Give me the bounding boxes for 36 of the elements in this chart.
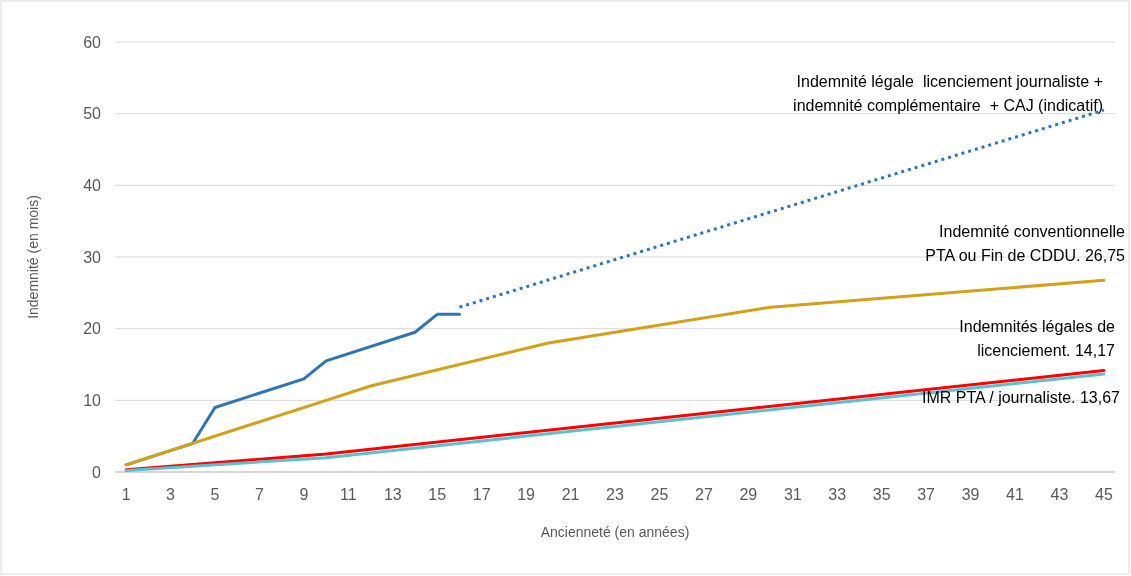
x-tick-label: 39: [961, 486, 980, 503]
x-tick-label: 7: [254, 486, 264, 503]
x-tick-label: 21: [561, 486, 580, 503]
x-tick-label: 13: [383, 486, 402, 503]
y-tick-label: 30: [83, 248, 102, 266]
x-tick-label: 31: [783, 486, 802, 503]
x-tick-label: 11: [340, 486, 357, 503]
x-tick-label: 45: [1094, 486, 1113, 503]
y-tick-label: 50: [83, 105, 102, 123]
series-label: Indemnités légales de licenciement. 14,17: [959, 318, 1116, 360]
x-tick-label: 1: [121, 486, 131, 503]
x-tick-label: 19: [517, 486, 536, 503]
series-label: Indemnité conventionnelle PTA ou Fin de CDDU. 26,75: [925, 223, 1126, 265]
y-tick-label: 40: [83, 176, 102, 194]
y-tick-label: 20: [83, 320, 102, 338]
x-tick-label: 27: [694, 486, 713, 503]
series-label: Indemnité légale licenciement journaliste + indemnité complémentaire + CAJ (indicatif): [793, 73, 1103, 115]
y-tick-label: 10: [83, 391, 102, 409]
x-tick-label: 9: [299, 486, 309, 503]
x-axis-title: Ancienneté (en années): [540, 524, 690, 540]
x-tick-label: 3: [166, 486, 176, 503]
series-label: IMR PTA / journaliste. 13,67: [921, 388, 1121, 406]
x-tick-label: 41: [1006, 486, 1024, 503]
x-tick-label: 29: [739, 486, 758, 503]
x-tick-label: 37: [917, 486, 936, 503]
x-tick-label: 33: [828, 486, 847, 503]
x-tick-label: 23: [606, 486, 624, 503]
x-tick-label: 15: [428, 486, 447, 503]
x-tick-label: 5: [210, 486, 220, 503]
y-tick-label: 0: [92, 463, 102, 481]
y-axis-title: Indemnité (en mois): [25, 195, 41, 319]
x-tick-label: 35: [872, 486, 891, 503]
y-tick-label: 60: [83, 33, 102, 51]
x-tick-label: 17: [472, 486, 491, 503]
x-tick-label: 25: [650, 486, 669, 503]
x-tick-label: 43: [1050, 486, 1069, 503]
